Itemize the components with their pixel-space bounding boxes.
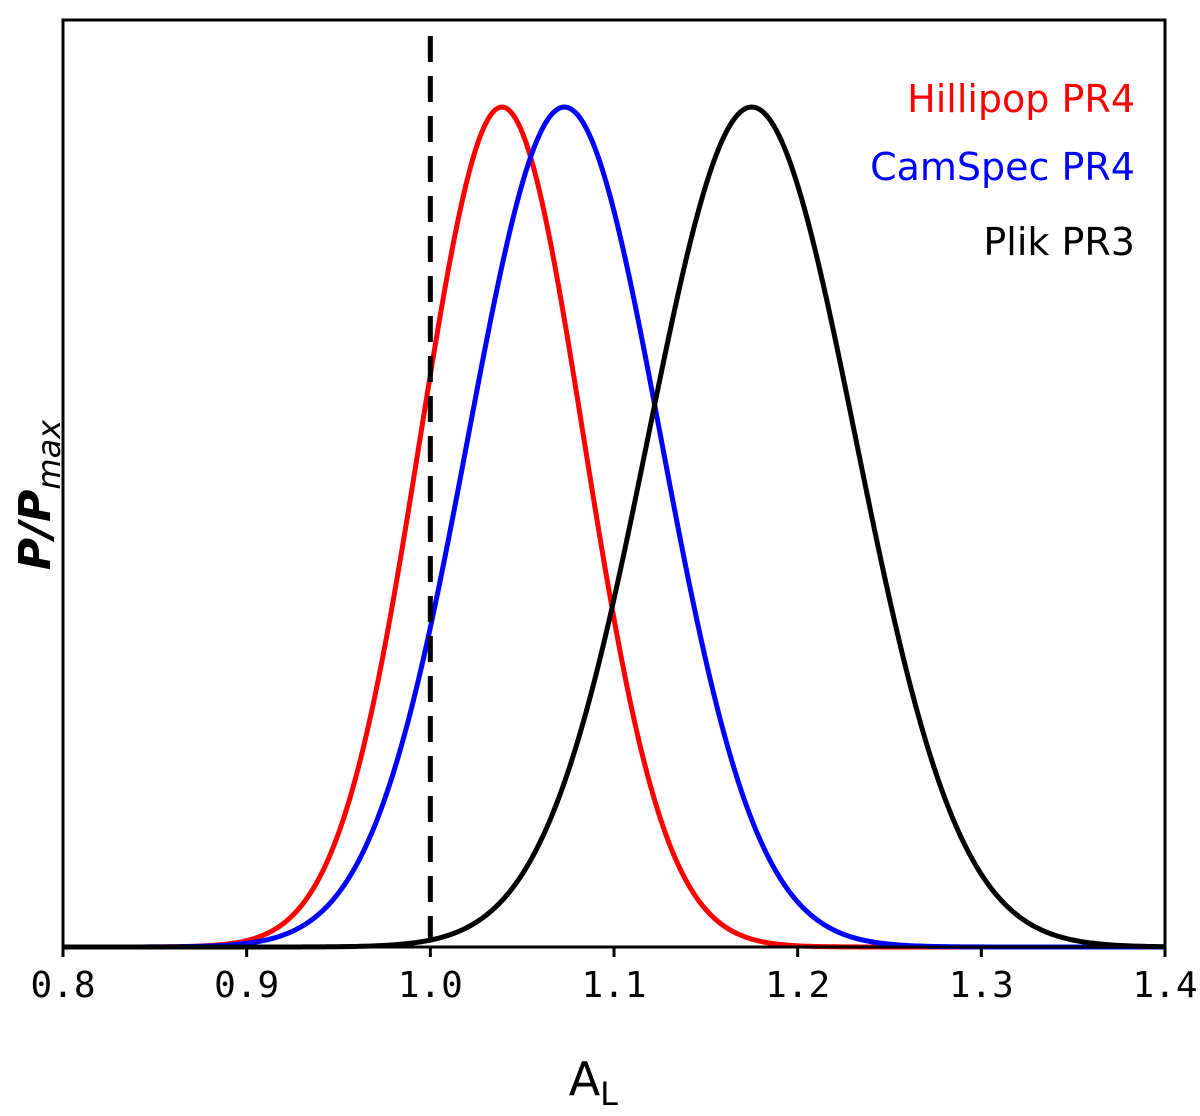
x-tick-label: 1.1: [581, 965, 646, 1006]
y-axis-label-main: P/P: [10, 490, 61, 571]
y-axis-label-sub: max: [30, 419, 68, 490]
x-tick-label: 1.4: [1132, 965, 1197, 1006]
x-tick-label: 1.0: [398, 965, 463, 1006]
x-tick-label: 0.8: [30, 965, 95, 1006]
x-tick-label: 1.3: [949, 965, 1014, 1006]
legend-entry-hillipop-pr4: Hillipop PR4: [907, 77, 1135, 121]
x-axis-label-main: A: [569, 1052, 601, 1106]
x-tick-label: 1.2: [765, 965, 830, 1006]
legend-entry-camspec-pr4: CamSpec PR4: [870, 145, 1135, 189]
x-axis-ticks: 0.8 0.9 1.0 1.1 1.2 1.3 1.4: [30, 947, 1198, 1006]
x-tick-label: 0.9: [214, 965, 279, 1006]
y-axis-label: P/Pmax: [10, 419, 68, 570]
x-axis-label-sub: L: [600, 1075, 618, 1113]
legend-entry-plik-pr3: Plik PR3: [983, 220, 1135, 264]
x-axis-label: AL: [569, 1052, 618, 1113]
legend: Hillipop PR4 CamSpec PR4 Plik PR3: [870, 77, 1135, 264]
